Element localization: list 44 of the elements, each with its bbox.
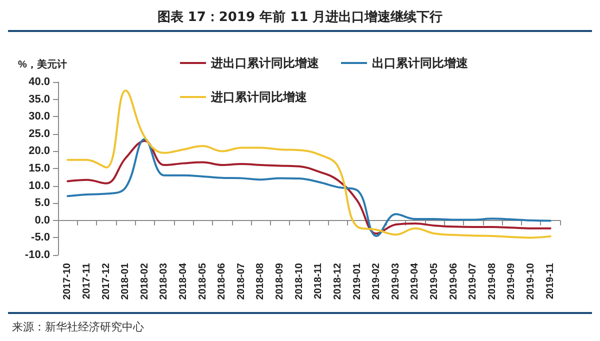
y-tick-label: -5.0 bbox=[31, 232, 50, 244]
legend-label: 出口累计同比增速 bbox=[372, 56, 469, 70]
x-tick-label: 2018-05 bbox=[197, 262, 208, 300]
chart-title: 图表 17：2019 年前 11 月进出口增速继续下行 bbox=[157, 10, 443, 25]
x-tick-label: 2018-09 bbox=[274, 262, 286, 300]
y-tick-label: -10.0 bbox=[24, 249, 50, 261]
x-tick-label: 2018-10 bbox=[294, 262, 305, 300]
x-tick-label: 2018-11 bbox=[313, 262, 324, 300]
legend-label: 进口累计同比增速 bbox=[210, 90, 308, 104]
x-tick-label: 2018-01 bbox=[120, 262, 132, 300]
x-tick-label: 2018-12 bbox=[332, 262, 344, 300]
y-tick-label: 35.0 bbox=[28, 93, 50, 106]
y-tick-label: 30.0 bbox=[28, 110, 50, 123]
x-tick-label: 2019-01 bbox=[352, 262, 363, 300]
x-tick-label: 2019-09 bbox=[506, 262, 518, 300]
x-tick-label: 2019-11 bbox=[544, 262, 556, 300]
x-tick-label: 2019-06 bbox=[448, 262, 460, 300]
y-tick-label: 20.0 bbox=[28, 145, 50, 158]
x-tick-label: 2018-07 bbox=[236, 262, 247, 300]
y-tick-label: 0.0 bbox=[34, 214, 50, 226]
x-tick-label: 2019-08 bbox=[486, 262, 498, 300]
x-tick-label: 2018-04 bbox=[178, 262, 189, 300]
x-tick-label: 2019-04 bbox=[410, 262, 421, 300]
x-tick-label: 2017-10 bbox=[62, 262, 74, 300]
x-tick-label: 2019-05 bbox=[429, 262, 440, 300]
x-tick-label: 2019-10 bbox=[526, 262, 537, 300]
y-tick-label: 5.0 bbox=[34, 197, 50, 210]
y-axis-title: %，美元计 bbox=[18, 58, 67, 70]
x-tick-label: 2018-08 bbox=[255, 262, 266, 300]
x-tick-label: 2019-02 bbox=[371, 262, 382, 300]
x-tick-label: 2019-03 bbox=[390, 262, 402, 300]
source-note: 来源：新华社经济研究中心 bbox=[12, 320, 144, 334]
y-tick-label: 25.0 bbox=[28, 128, 50, 140]
x-tick-label: 2017-12 bbox=[100, 262, 112, 300]
x-tick-label: 2018-06 bbox=[216, 262, 228, 300]
x-tick-label: 2018-03 bbox=[158, 262, 170, 300]
y-tick-label: 40.0 bbox=[28, 76, 50, 88]
x-tick-label: 2019-07 bbox=[468, 262, 479, 300]
line-series bbox=[66, 90, 552, 239]
y-tick-label: 15.0 bbox=[28, 162, 50, 174]
legend-label: 进出口累计同比增速 bbox=[210, 56, 320, 70]
x-tick-label: 2017-11 bbox=[81, 262, 92, 300]
x-tick-label: 2018-02 bbox=[139, 262, 150, 300]
y-tick-label: 10.0 bbox=[28, 180, 50, 192]
